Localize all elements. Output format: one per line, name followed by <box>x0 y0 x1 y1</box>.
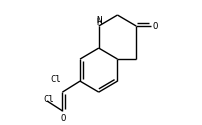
Text: Cl: Cl <box>43 95 54 104</box>
Text: O: O <box>60 114 65 123</box>
Text: N: N <box>96 16 101 25</box>
Text: Cl: Cl <box>50 75 60 84</box>
Text: O: O <box>152 22 157 30</box>
Text: H: H <box>96 18 101 27</box>
